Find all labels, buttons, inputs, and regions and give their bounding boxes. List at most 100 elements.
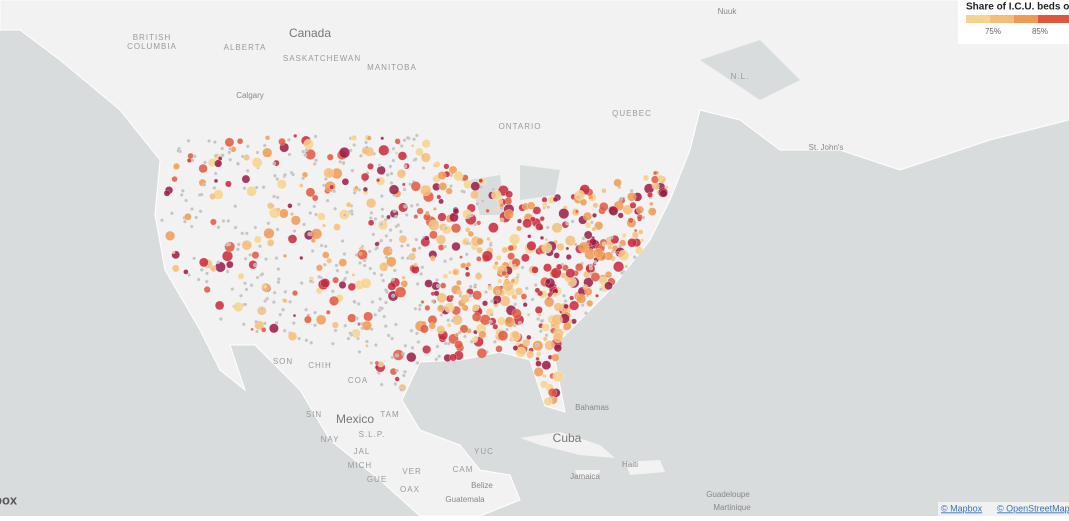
- hospital-dot: [534, 287, 541, 294]
- hospital-dot: [638, 229, 644, 235]
- hospital-dot: [373, 342, 378, 348]
- hospital-dot: [369, 360, 374, 366]
- hospital-dot: [357, 187, 362, 192]
- hospital-dot: [539, 216, 545, 222]
- hospital-dot: [469, 339, 474, 344]
- hospital-dot: [489, 312, 494, 317]
- hospital-dot: [165, 230, 176, 241]
- hospital-dot: [492, 339, 497, 344]
- hospital-dot: [250, 327, 254, 332]
- hospital-dot: [282, 253, 288, 259]
- hospital-dot: [184, 198, 189, 203]
- hospital-dot: [358, 153, 363, 158]
- hospital-dot: [291, 290, 299, 297]
- place-label: Mexico: [336, 412, 374, 426]
- hospital-dot: [480, 198, 485, 203]
- hospital-dot: [255, 150, 260, 155]
- hospital-dot: [292, 313, 297, 318]
- hospital-dot: [435, 344, 440, 349]
- hospital-dot: [310, 248, 315, 253]
- hospital-dot: [304, 307, 309, 312]
- hospital-dot: [335, 268, 340, 273]
- hospital-dot: [462, 334, 467, 339]
- hospital-dot: [245, 144, 250, 149]
- hospital-dot: [485, 208, 490, 214]
- place-label: SIN: [306, 410, 322, 419]
- hospital-dot: [266, 239, 275, 247]
- hospital-dot: [236, 137, 244, 145]
- logo: box: [0, 492, 18, 507]
- hospital-dot: [383, 300, 388, 305]
- hospital-dot: [347, 313, 357, 323]
- hospital-dot: [246, 185, 258, 197]
- hospital-dot: [541, 323, 550, 332]
- hospital-dot: [421, 165, 426, 171]
- hospital-dot: [471, 303, 480, 312]
- hospital-dot: [394, 353, 399, 358]
- hospital-dot: [468, 284, 473, 289]
- hospital-dot: [479, 314, 491, 326]
- hospital-dot: [260, 307, 265, 312]
- legend-label: 75%: [985, 27, 1001, 36]
- hospital-dot: [405, 256, 411, 261]
- hospital-dot: [526, 312, 531, 317]
- hospital-dot: [604, 281, 613, 291]
- hospital-dot: [275, 177, 280, 182]
- hospital-dot: [209, 192, 217, 200]
- hospital-dot: [343, 276, 348, 281]
- hospital-dot: [551, 222, 563, 234]
- hospital-dot: [412, 137, 417, 142]
- hospital-dot: [599, 201, 609, 212]
- hospital-dot: [221, 250, 234, 262]
- hospital-dot: [484, 290, 489, 295]
- hospital-dot: [263, 227, 275, 239]
- hospital-dot: [212, 185, 217, 190]
- hospital-dot: [398, 234, 408, 244]
- hospital-dot: [291, 321, 296, 326]
- hospital-dot: [527, 234, 532, 239]
- hospital-dot: [428, 322, 436, 330]
- place-label: N.L.: [731, 72, 750, 81]
- attribution-link[interactable]: © Mapbox: [941, 503, 983, 513]
- hospital-dot: [584, 222, 592, 229]
- place-label: COLUMBIA: [127, 42, 177, 51]
- hospital-dot: [380, 136, 385, 141]
- hospital-dot: [438, 182, 448, 191]
- hospital-dot: [271, 300, 276, 305]
- hospital-dot: [501, 246, 509, 254]
- hospital-dot: [214, 300, 225, 311]
- hospital-dot: [433, 160, 441, 168]
- hospital-dot: [338, 258, 348, 267]
- hospital-dot: [301, 149, 306, 154]
- hospital-dot: [544, 333, 549, 338]
- hospital-dot: [526, 350, 535, 359]
- hospital-dot: [442, 273, 449, 280]
- hospital-dot: [478, 330, 487, 339]
- attribution-link[interactable]: © OpenStreetMap: [997, 503, 1069, 513]
- hospital-dot: [589, 220, 594, 225]
- hospital-dot: [287, 234, 298, 244]
- hospital-dot: [357, 249, 368, 260]
- hospital-dot: [338, 281, 347, 289]
- hospital-dot: [413, 306, 418, 311]
- hospital-dot: [565, 268, 576, 279]
- hospital-dot: [373, 312, 378, 317]
- hospital-dot: [545, 278, 551, 285]
- hospital-dot: [368, 215, 373, 221]
- hospital-dot: [346, 336, 351, 341]
- hospital-dot: [287, 203, 293, 209]
- hospital-dot: [272, 290, 277, 295]
- hospital-dot: [388, 164, 393, 169]
- hospital-dot: [388, 248, 393, 253]
- hospital-dot: [304, 147, 309, 152]
- hospital-dot: [420, 300, 425, 304]
- hospital-dot: [386, 214, 391, 220]
- hospital-dot: [213, 153, 219, 158]
- hospital-dot: [613, 261, 625, 273]
- hospital-dot: [583, 230, 593, 240]
- hospital-dot: [423, 235, 430, 242]
- hospital-dot: [228, 157, 233, 162]
- place-label: CAM: [453, 465, 474, 474]
- hospital-dot: [474, 272, 483, 281]
- hospital-dot: [420, 265, 425, 270]
